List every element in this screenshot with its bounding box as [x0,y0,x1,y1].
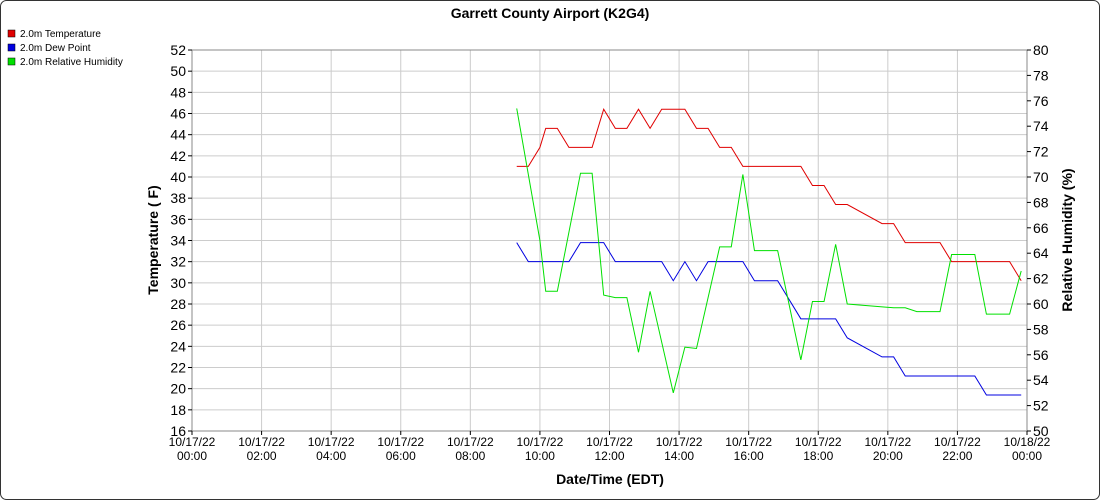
y2-tick-label: 50 [1033,423,1049,439]
y2-tick-label: 66 [1033,220,1049,236]
y2-tick-label: 78 [1033,67,1049,83]
legend-label: 2.0m Relative Humidity [20,57,123,68]
y-tick-label: 36 [170,211,186,227]
x-tick-label: 10/17/22 06:00 [377,435,424,463]
x-axis-label: Date/Time (EDT) [556,471,664,487]
legend-swatch [7,57,16,66]
legend-label: 2.0m Dew Point [20,43,91,54]
y-tick-label: 42 [170,148,186,164]
y-tick-label: 20 [170,381,186,397]
x-tick-label: 10/17/22 04:00 [308,435,355,463]
x-tick-label: 10/17/22 02:00 [238,435,285,463]
chart-title: Garrett County Airport (K2G4) [451,5,650,21]
y2-tick-label: 76 [1033,93,1049,109]
y2-tick-label: 64 [1033,245,1049,261]
y-tick-label: 32 [170,254,186,270]
x-tick-label: 10/17/22 18:00 [795,435,842,463]
y2-tick-label: 60 [1033,296,1049,312]
legend-label: 2.0m Temperature [20,29,101,40]
y2-tick-label: 62 [1033,271,1049,287]
legend-swatch [7,29,16,38]
x-tick-label: 10/17/22 12:00 [586,435,633,463]
legend-swatch [7,43,16,52]
series-line [516,108,1022,394]
y2-tick-label: 70 [1033,169,1049,185]
y2-tick-label: 72 [1033,144,1049,160]
x-tick-label: 10/18/22 00:00 [1004,435,1051,463]
x-tick-label: 10/17/22 08:00 [447,435,494,463]
y-tick-label: 52 [170,42,186,58]
y2-tick-label: 74 [1033,118,1049,134]
y-tick-label: 24 [170,338,186,354]
x-tick-label: 10/17/22 10:00 [517,435,564,463]
y-tick-label: 30 [170,275,186,291]
y2-tick-label: 56 [1033,347,1049,363]
x-tick-label: 10/17/22 00:00 [169,435,216,463]
x-tick-label: 10/17/22 16:00 [725,435,772,463]
y-tick-label: 50 [170,63,186,79]
y-tick-label: 18 [170,402,186,418]
series-line [516,108,1022,281]
y-tick-label: 22 [170,360,186,376]
y-tick-label: 48 [170,84,186,100]
x-tick-label: 10/17/22 14:00 [656,435,703,463]
y2-tick-label: 54 [1033,372,1049,388]
y2-tick-label: 80 [1033,42,1049,58]
y-tick-label: 34 [170,233,186,249]
series-line [516,242,1022,396]
x-tick-label: 10/17/22 20:00 [864,435,911,463]
y2-axis-label: Relative Humidity (%) [1059,168,1075,311]
y2-tick-label: 58 [1033,321,1049,337]
y2-tick-label: 68 [1033,194,1049,210]
y-tick-label: 16 [170,423,186,439]
y-tick-label: 26 [170,317,186,333]
y-tick-label: 38 [170,190,186,206]
y-tick-label: 28 [170,296,186,312]
y2-tick-label: 52 [1033,398,1049,414]
y-tick-label: 40 [170,169,186,185]
y-tick-label: 44 [170,127,186,143]
y-axis-label: Temperature ( F) [145,185,161,294]
y-tick-label: 46 [170,106,186,122]
x-tick-label: 10/17/22 22:00 [934,435,981,463]
